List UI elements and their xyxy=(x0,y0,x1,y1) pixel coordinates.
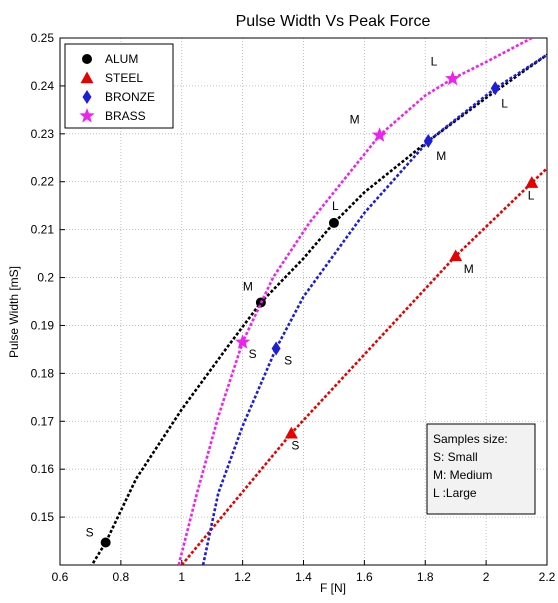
legend: ALUM STEEL BRONZE BRASS xyxy=(64,43,174,129)
series-steel: S M L xyxy=(180,167,547,565)
plot-area: 0.6 0.8 1 1.2 1.4 1.6 1.8 2 2.2 0.15 0.16 0.17 0.18 0… xyxy=(31,31,556,584)
point-label: L xyxy=(528,189,535,203)
note-line: M: Medium xyxy=(433,468,492,482)
legend-marker-alum xyxy=(82,54,92,64)
x-tick-label: 1.8 xyxy=(417,570,434,584)
point-label: S xyxy=(291,438,299,452)
series-line-brass xyxy=(177,38,533,565)
x-tick-label: 0.6 xyxy=(52,570,69,584)
point-label: M xyxy=(464,262,474,276)
x-tick-label: 0.8 xyxy=(113,570,130,584)
note-box-frame xyxy=(426,423,536,515)
data-point-alum xyxy=(328,217,339,228)
data-point-brass xyxy=(235,334,251,349)
point-label: S xyxy=(284,353,292,367)
chart-title: Pulse Width Vs Peak Force xyxy=(236,13,431,30)
x-tick-label: 1.2 xyxy=(234,570,251,584)
samples-size-box: Samples size: S: Small M: Medium L :Large xyxy=(426,423,536,515)
x-tick-label: 2.2 xyxy=(539,570,556,584)
legend-label-brass: BRASS xyxy=(105,109,146,123)
x-tick-label: 1.6 xyxy=(356,570,373,584)
point-label: S xyxy=(86,525,94,539)
x-tick-label: 2 xyxy=(483,570,490,584)
point-label: L xyxy=(501,96,508,110)
legend-label-steel: STEEL xyxy=(105,71,143,85)
data-point-bronze xyxy=(423,134,433,149)
point-label: M xyxy=(436,149,446,163)
y-axis-label: Pulse Width [mS] xyxy=(7,266,21,358)
series-brass: S M L xyxy=(177,38,533,565)
legend-marker-bronze xyxy=(82,90,92,104)
data-point-alum xyxy=(100,537,111,548)
point-label: S xyxy=(249,347,257,361)
y-tick-label: 0.17 xyxy=(31,414,55,428)
data-point-bronze xyxy=(490,81,500,96)
point-label: L xyxy=(332,199,339,213)
data-point-steel xyxy=(525,176,539,188)
x-tick-label: 1 xyxy=(178,570,185,584)
y-tick-label: 0.23 xyxy=(31,127,55,141)
x-axis-label: F [N] xyxy=(320,581,346,595)
legend-label-alum: ALUM xyxy=(105,52,138,66)
y-tick-label: 0.2 xyxy=(37,271,54,285)
x-tick-label: 1.4 xyxy=(295,570,312,584)
axes-frame xyxy=(59,37,548,566)
note-line: L :Large xyxy=(433,486,477,500)
point-label: L xyxy=(431,55,438,69)
legend-label-bronze: BRONZE xyxy=(105,90,155,104)
legend-marker-brass xyxy=(79,108,95,123)
y-tick-label: 0.25 xyxy=(31,31,55,45)
point-label: M xyxy=(350,112,360,126)
y-tick-label: 0.18 xyxy=(31,366,55,380)
note-line: Samples size: xyxy=(433,432,508,446)
series-line-steel xyxy=(180,167,547,565)
data-point-bronze xyxy=(271,341,281,356)
data-point-steel xyxy=(449,249,463,262)
legend-marker-steel xyxy=(80,71,94,84)
y-tick-label: 0.16 xyxy=(31,462,55,476)
data-point-brass xyxy=(371,127,388,142)
y-tick-label: 0.24 xyxy=(31,79,55,93)
data-point-steel xyxy=(284,426,298,439)
series-bronze: S M L xyxy=(201,53,547,565)
point-label: M xyxy=(243,279,253,293)
y-tick-label: 0.19 xyxy=(31,318,55,332)
y-tick-label: 0.21 xyxy=(31,223,55,237)
data-point-brass xyxy=(445,70,461,86)
series-line-bronze xyxy=(201,53,547,565)
y-tick-label: 0.22 xyxy=(31,175,55,189)
y-tick-label: 0.15 xyxy=(31,510,55,524)
note-line: S: Small xyxy=(433,450,478,464)
